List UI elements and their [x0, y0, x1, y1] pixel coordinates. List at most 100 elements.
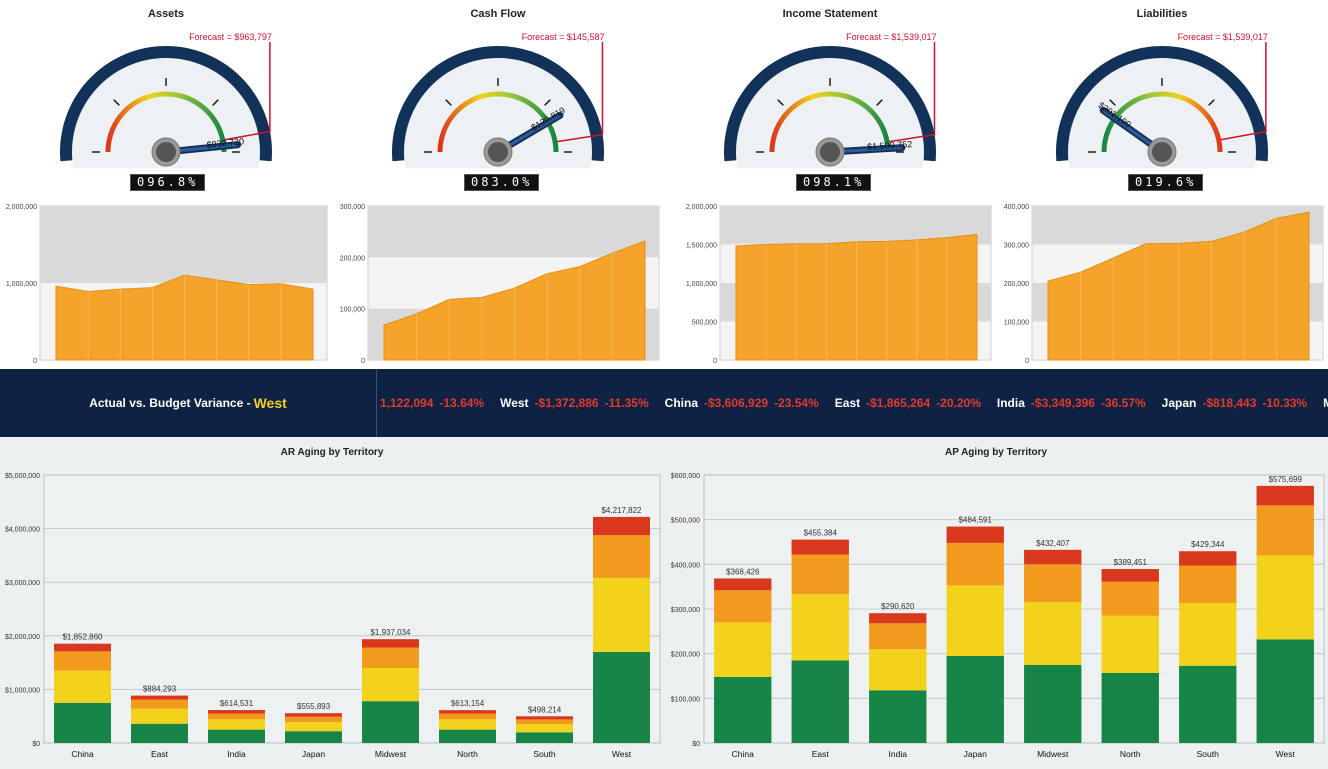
y-tick-label: 200,000 [340, 255, 365, 262]
y-tick-label: 0 [361, 358, 365, 365]
gauge-outer-ring [392, 46, 604, 162]
y-tick-label: 1,000,000 [6, 281, 37, 288]
y-tick-label: $0 [692, 741, 700, 748]
y-tick-label: 0 [713, 358, 717, 365]
liabilities-gauge: Forecast = $1,539,017$301,199 [1056, 32, 1268, 169]
gauge-outer-ring [60, 46, 272, 162]
y-tick-label: $200,000 [671, 652, 700, 659]
ticker-variance-percent: -11.35% [604, 396, 649, 410]
x-tick-label: China [732, 749, 754, 759]
ticker-variance-value: -$3,606,929 [704, 396, 769, 410]
bar-segment [714, 622, 772, 677]
bar-segment [54, 651, 111, 671]
ticker-territory: East [834, 396, 861, 410]
bar-segment [1024, 564, 1082, 603]
bar-segment [791, 554, 849, 595]
bar-segment [131, 708, 188, 724]
bar-segment [946, 526, 1004, 543]
ticker-variance-value: -$1,865,264 [866, 396, 931, 410]
ticker-variance-percent: -13.64% [439, 396, 485, 410]
gauge-value-label: $932,720 [206, 136, 244, 150]
x-tick-label: Japan [302, 749, 325, 759]
cash-flow-gauge: Forecast = $145,587$120,819 [392, 32, 605, 169]
y-tick-label: 100,000 [1004, 320, 1029, 327]
y-tick-label: 100,000 [340, 307, 365, 314]
gauge-face [71, 57, 261, 169]
chart-title: AR Aging by Territory [280, 447, 384, 458]
bar-total-label: $614,531 [220, 699, 254, 708]
bar-segment [285, 713, 342, 717]
bar-total-label: $389,451 [1114, 558, 1148, 567]
gauge-panel-cash-flow: Cash Flow Forecast = $145,587 $120,819 08… [332, 0, 664, 200]
gauge-panel-assets: Assets Forecast = $963,797 $932,720 096.8… [0, 0, 332, 200]
bar-segment [1101, 672, 1159, 743]
x-tick-label: North [1120, 749, 1141, 759]
ticker-strip[interactable]: 1,122,094 -13.64% West -$1,372,886 -11.35% Ch… [380, 369, 1328, 437]
bar-segment [791, 539, 849, 555]
x-tick-label: China [71, 749, 93, 759]
bar-segment [593, 577, 650, 652]
bar-segment [714, 590, 772, 623]
bar-segment [593, 516, 650, 536]
bar-segment [208, 713, 265, 720]
bar-total-label: $455,384 [804, 529, 838, 538]
x-tick-label: East [812, 749, 830, 759]
odometer: 019.6% [1128, 174, 1204, 191]
gauge-hub [488, 142, 508, 162]
bar-total-label: $1,937,034 [370, 628, 411, 637]
gauge-value-label: $1,509,752 [867, 139, 913, 152]
forecast-marker-line [224, 42, 271, 141]
ticker-variance-percent: -10.33% [1262, 396, 1308, 410]
bar-segment [439, 713, 496, 720]
gauge-color-band [105, 91, 227, 153]
bar-total-label: $432,407 [1036, 539, 1070, 548]
gauge-panel-liabilities: Liabilities Forecast = $1,539,017 $301,19… [996, 0, 1328, 200]
bar-segment [714, 578, 772, 591]
y-tick-label: $4,000,000 [5, 527, 40, 534]
bar-segment [946, 542, 1004, 586]
ticker-title: Actual vs. Budget Variance - West [0, 369, 377, 437]
bar-segment [869, 623, 927, 650]
y-tick-label: $5,000,000 [5, 473, 40, 480]
income-statement-trend-chart: 0 500,000 1,000,000 1,500,000 2,000,000 [664, 200, 996, 366]
ticker-territory: India [996, 396, 1025, 410]
gauge-tick [544, 99, 551, 106]
gauge-color-band [1101, 91, 1223, 153]
ticker-variance-value: 1,122,094 [380, 396, 434, 410]
forecast-label: Forecast = $145,587 [522, 32, 605, 42]
bar-total-label: $498,214 [528, 705, 562, 714]
gauge-hub [156, 142, 176, 162]
gauge-tick [876, 99, 883, 106]
ticker-variance-value: -$1,372,886 [534, 396, 599, 410]
ticker-region: West [253, 395, 287, 411]
gauge-tick [445, 99, 452, 106]
gauge-tick [113, 99, 120, 106]
bar-segment [516, 724, 573, 733]
y-tick-label: 300,000 [340, 204, 365, 211]
bar-segment [54, 643, 111, 652]
gauge-tick [1208, 99, 1215, 106]
bar-segment [1024, 602, 1082, 665]
bar-segment [54, 702, 111, 743]
bar-segment [439, 710, 496, 714]
y-tick-label: $2,000,000 [5, 634, 40, 641]
bar-segment [946, 585, 1004, 656]
bar-segment [1179, 665, 1237, 743]
bar-segment [131, 699, 188, 709]
bar-total-label: $575,699 [1269, 475, 1303, 484]
bar-total-label: $555,893 [297, 702, 331, 711]
x-tick-label: Japan [964, 749, 987, 759]
bar-segment [362, 701, 419, 743]
gauge-color-band [437, 91, 559, 153]
y-tick-label: 400,000 [1004, 204, 1029, 211]
ticker-label: Actual vs. Budget Variance - [89, 396, 251, 410]
ticker-territory: Midwest [1323, 396, 1328, 410]
bar-segment [1256, 555, 1314, 640]
y-tick-label: 1,500,000 [686, 243, 717, 250]
bar-segment [1179, 565, 1237, 604]
bar-segment [439, 719, 496, 730]
bar-segment [1101, 581, 1159, 616]
forecast-marker-line [1220, 42, 1267, 141]
forecast-label: Forecast = $1,539,017 [1178, 32, 1268, 42]
y-tick-label: $500,000 [671, 518, 700, 525]
